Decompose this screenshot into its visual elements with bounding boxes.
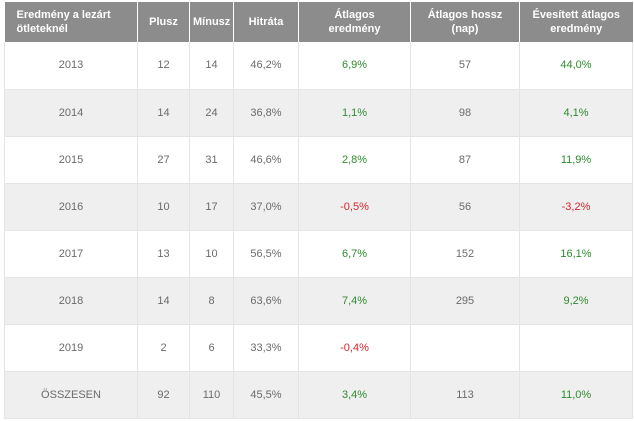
header-label: Átlagos hossz — [427, 9, 503, 21]
cell-minus: 14 — [189, 42, 234, 90]
cell-average-length: 98 — [410, 89, 520, 137]
cell-hit-rate: 36,8% — [233, 89, 299, 137]
cell-plus: 10 — [137, 183, 190, 231]
table-row-total: ÖSSZESEN 92 110 45,5% 3,4% 113 11,0% — [4, 371, 633, 419]
cell-plus: 92 — [137, 371, 190, 419]
header-hit-rate: Hitráta — [233, 2, 299, 42]
cell-minus: 6 — [189, 324, 234, 372]
table-header-row: Eredmény a lezárt ötleteknél Plusz Mínus… — [4, 2, 633, 42]
header-average-length: Átlagos hossz (nap) — [410, 2, 520, 42]
cell-average-length: 87 — [410, 136, 520, 184]
cell-minus: 8 — [189, 277, 234, 325]
cell-average-length: 56 — [410, 183, 520, 231]
cell-plus: 12 — [137, 42, 190, 90]
header-average-result: Átlagos eredmény — [298, 2, 411, 42]
cell-average-result: -0,4% — [298, 324, 411, 372]
cell-annualized-result — [519, 324, 633, 372]
table-row: 2016 10 17 37,0% -0,5% 56 -3,2% — [4, 183, 633, 231]
cell-annualized-result: 11,9% — [519, 136, 633, 184]
cell-year: 2014 — [4, 89, 138, 137]
header-minus: Mínusz — [189, 2, 234, 42]
cell-annualized-result: -3,2% — [519, 183, 633, 231]
cell-year: 2018 — [4, 277, 138, 325]
cell-average-length: 295 — [410, 277, 520, 325]
cell-minus: 31 — [189, 136, 234, 184]
cell-average-length: 113 — [410, 371, 520, 419]
cell-hit-rate: 33,3% — [233, 324, 299, 372]
cell-annualized-result: 44,0% — [519, 42, 633, 90]
cell-average-result: 6,9% — [298, 42, 411, 90]
cell-year: 2015 — [4, 136, 138, 184]
cell-annualized-result: 11,0% — [519, 371, 633, 419]
header-label: eredmény — [328, 23, 381, 35]
cell-average-result: 1,1% — [298, 89, 411, 137]
cell-average-result: 6,7% — [298, 230, 411, 278]
cell-plus: 14 — [137, 277, 190, 325]
cell-average-length: 57 — [410, 42, 520, 90]
cell-plus: 14 — [137, 89, 190, 137]
cell-minus: 24 — [189, 89, 234, 137]
cell-annualized-result: 4,1% — [519, 89, 633, 137]
header-closed-ideas-result: Eredmény a lezárt ötleteknél — [4, 2, 138, 42]
cell-year: 2016 — [4, 183, 138, 231]
cell-year: 2013 — [4, 42, 138, 90]
header-label: ötleteknél — [16, 23, 68, 35]
cell-average-result: 2,8% — [298, 136, 411, 184]
cell-annualized-result: 9,2% — [519, 277, 633, 325]
cell-plus: 27 — [137, 136, 190, 184]
cell-average-length — [410, 324, 520, 372]
header-annualized-average-result: Évesített átlagos eredmény — [519, 2, 633, 42]
table-row: 2019 2 6 33,3% -0,4% — [4, 324, 633, 372]
cell-hit-rate: 45,5% — [233, 371, 299, 419]
header-label: Hitráta — [248, 16, 284, 28]
table-row: 2014 14 24 36,8% 1,1% 98 4,1% — [4, 89, 633, 137]
header-label: Évesített átlagos — [532, 9, 620, 21]
cell-average-result: 7,4% — [298, 277, 411, 325]
header-plus: Plusz — [137, 2, 190, 42]
table-row: 2018 14 8 63,6% 7,4% 295 9,2% — [4, 277, 633, 325]
results-table: Eredmény a lezárt ötleteknél Plusz Mínus… — [4, 2, 633, 419]
table-row: 2017 13 10 56,5% 6,7% 152 16,1% — [4, 230, 633, 278]
header-label: Plusz — [149, 16, 178, 28]
cell-hit-rate: 63,6% — [233, 277, 299, 325]
cell-year: 2019 — [4, 324, 138, 372]
table-row: 2015 27 31 46,6% 2,8% 87 11,9% — [4, 136, 633, 184]
cell-minus: 17 — [189, 183, 234, 231]
cell-plus: 2 — [137, 324, 190, 372]
cell-minus: 10 — [189, 230, 234, 278]
cell-hit-rate: 37,0% — [233, 183, 299, 231]
table-row: 2013 12 14 46,2% 6,9% 57 44,0% — [4, 42, 633, 90]
header-label: Mínusz — [193, 16, 231, 28]
results-table-container: Eredmény a lezárt ötleteknél Plusz Mínus… — [4, 2, 633, 419]
cell-average-length: 152 — [410, 230, 520, 278]
header-label: Eredmény a lezárt — [16, 9, 111, 21]
header-label: Átlagos — [334, 9, 375, 21]
cell-average-result: -0,5% — [298, 183, 411, 231]
cell-hit-rate: 46,2% — [233, 42, 299, 90]
cell-annualized-result: 16,1% — [519, 230, 633, 278]
cell-plus: 13 — [137, 230, 190, 278]
cell-minus: 110 — [189, 371, 234, 419]
cell-year: ÖSSZESEN — [4, 371, 138, 419]
cell-year: 2017 — [4, 230, 138, 278]
cell-hit-rate: 56,5% — [233, 230, 299, 278]
header-label: eredmény — [550, 23, 603, 35]
header-label: (nap) — [451, 23, 479, 35]
cell-hit-rate: 46,6% — [233, 136, 299, 184]
cell-average-result: 3,4% — [298, 371, 411, 419]
